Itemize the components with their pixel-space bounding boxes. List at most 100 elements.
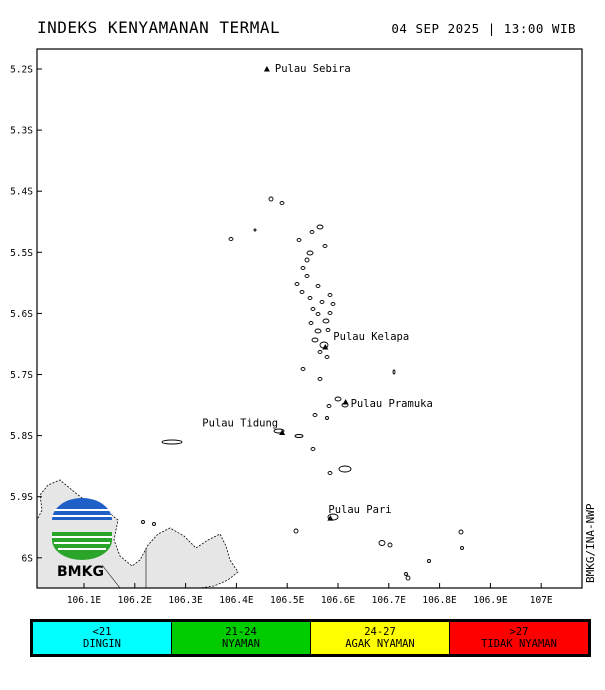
island [296, 238, 302, 242]
lon-tick-label: 106.7E [372, 595, 407, 606]
map-frame [36, 48, 583, 589]
island [312, 413, 318, 417]
island [294, 434, 304, 438]
island [279, 201, 285, 205]
island [300, 266, 306, 270]
legend-segment: <21 DINGIN [33, 622, 171, 654]
lat-tick-label: 5.5S [10, 248, 33, 259]
island [392, 369, 396, 375]
island [325, 416, 329, 420]
credit-text: BMKG/INA-NWP [584, 503, 597, 583]
island [310, 307, 316, 311]
legend-range: 24-27 [364, 626, 396, 638]
island [317, 350, 323, 354]
lon-tick-label: 107E [530, 595, 553, 606]
island [228, 237, 234, 241]
island [152, 522, 156, 526]
lon-tick-label: 106.9E [473, 595, 508, 606]
legend-label: NYAMAN [222, 638, 260, 650]
island [322, 244, 328, 248]
lon-tick-label: 106.8E [422, 595, 457, 606]
island [404, 572, 408, 576]
island [330, 302, 336, 306]
island [324, 355, 330, 359]
place-marker [322, 344, 329, 350]
island [315, 312, 321, 316]
island [141, 520, 145, 524]
island [322, 318, 330, 324]
island [319, 300, 325, 304]
legend-range: <21 [92, 626, 112, 638]
island [387, 542, 393, 548]
island [316, 224, 324, 230]
place-label: Pulau Sebira [275, 63, 351, 75]
forecast-datetime: 04 SEP 2025 | 13:00 WIB [391, 21, 576, 36]
place-label: Pulau Pramuka [351, 398, 433, 410]
thermal-comfort-map: Pulau Sebira Pulau Kelapa Pulau Pramuka Pul… [10, 48, 583, 607]
island [306, 250, 314, 256]
island [253, 228, 257, 232]
lat-tick-label: 5.8S [10, 431, 33, 442]
lon-tick-label: 106.5E [270, 595, 305, 606]
island [460, 546, 464, 550]
legend-segment: >27 TIDAK NYAMAN [449, 622, 588, 654]
island [427, 559, 431, 563]
lon-tick-label: 106.3E [168, 595, 203, 606]
island [315, 284, 321, 288]
island [327, 471, 333, 475]
island [327, 311, 333, 315]
island [458, 529, 464, 535]
island [311, 337, 319, 343]
island [293, 528, 299, 534]
legend-range: 21-24 [225, 626, 257, 638]
place-label: Pulau Pari [328, 504, 391, 516]
legend-segment: 21-24 NYAMAN [171, 622, 310, 654]
island [310, 447, 316, 451]
island [300, 367, 306, 371]
island [273, 428, 285, 434]
legend-label: TIDAK NYAMAN [481, 638, 557, 650]
bmkg-logo-text: BMKG [57, 564, 104, 580]
place-marker [263, 66, 270, 72]
place-label: Pulau Tidung [202, 418, 278, 430]
lat-tick-label: 5.9S [10, 492, 33, 503]
lon-tick-label: 106.4E [219, 595, 254, 606]
island [334, 396, 342, 402]
legend-range: >27 [509, 626, 529, 638]
lat-tick-label: 5.3S [10, 126, 33, 137]
island [326, 404, 332, 408]
island [314, 328, 322, 334]
lat-tick-label: 6S [22, 553, 34, 564]
island [268, 196, 274, 202]
island [405, 575, 411, 581]
island [317, 377, 323, 381]
place-label: Pulau Kelapa [333, 331, 409, 343]
island [378, 540, 386, 546]
lon-tick-label: 106.1E [67, 595, 102, 606]
islands [141, 196, 464, 581]
place-marker [279, 429, 286, 436]
legend-label: AGAK NYAMAN [345, 638, 415, 650]
lat-tick-label: 5.2S [10, 65, 33, 76]
color-legend: <21 DINGIN 21-24 NYAMAN 24-27 AGAK NYAMAN >27 T… [30, 619, 591, 657]
legend-label: DINGIN [83, 638, 121, 650]
lon-tick-label: 106.6E [321, 595, 356, 606]
island [304, 274, 310, 278]
legend-segment: 24-27 AGAK NYAMAN [310, 622, 449, 654]
map-axes: 106.1E 106.2E 106.3E 106.4E 106.5E 106.6E 106.… [10, 65, 553, 607]
island [338, 465, 352, 473]
lat-tick-label: 5.4S [10, 187, 33, 198]
island [294, 282, 300, 286]
place-marker [327, 515, 334, 521]
bmkg-logo: BMKG [52, 498, 112, 580]
boundary-line [101, 564, 121, 589]
island [327, 293, 333, 297]
map-title: INDEKS KENYAMANAN TERMAL [37, 18, 281, 37]
island [307, 296, 313, 300]
lat-tick-label: 5.7S [10, 370, 33, 381]
island [325, 328, 331, 332]
island [161, 439, 183, 445]
lon-tick-label: 106.2E [118, 595, 153, 606]
lat-tick-label: 5.6S [10, 309, 33, 320]
island [309, 230, 315, 234]
